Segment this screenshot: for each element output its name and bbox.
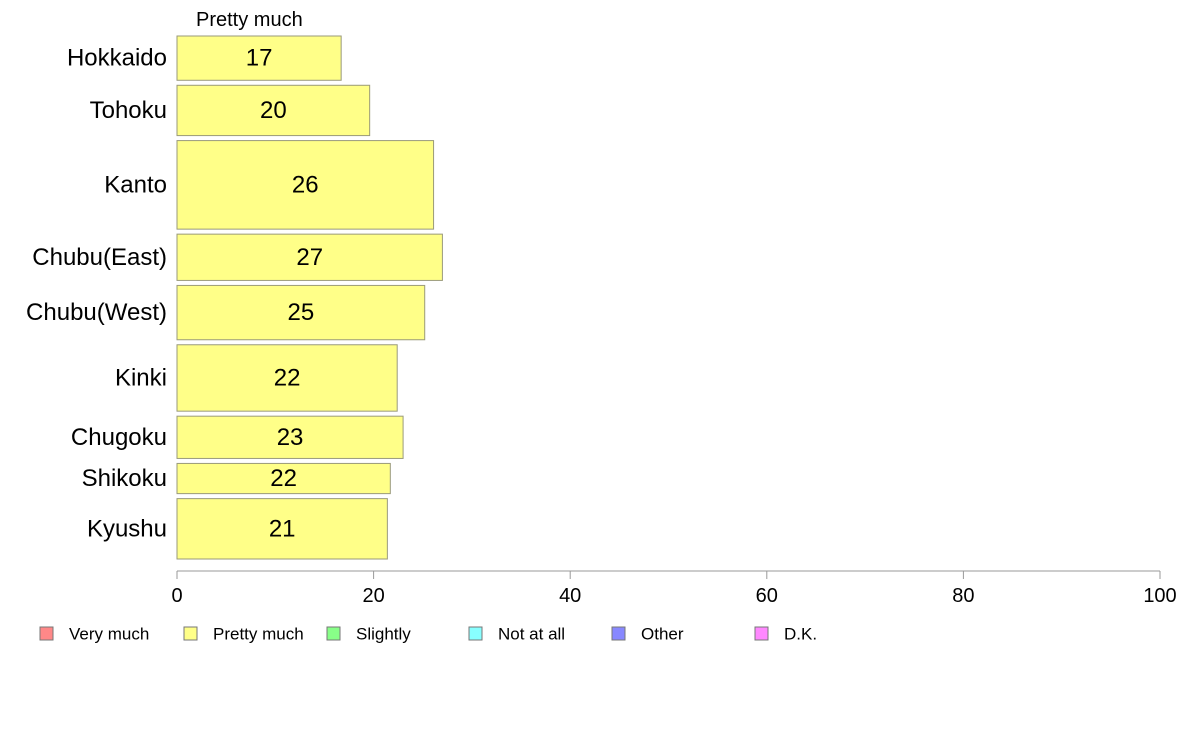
x-tick-label: 100 — [1143, 585, 1176, 607]
plot-area: Pretty much Hokkaido 17 Tohoku 20 Kanto 26 Chub… — [26, 9, 443, 560]
data-label: 21 — [269, 515, 296, 542]
bar-kyushu — [176, 498, 388, 560]
legend-swatch-pretty-much — [183, 626, 198, 641]
data-label: 27 — [296, 244, 323, 271]
bar-kinki — [176, 344, 398, 412]
bar-chugoku — [176, 415, 404, 459]
legend: Very much Pretty much Slightly Not at all Ot… — [39, 625, 817, 644]
legend-label: Very much — [69, 625, 149, 644]
data-label: 22 — [270, 465, 297, 492]
data-label: 25 — [288, 299, 315, 326]
legend-label: Pretty much — [213, 625, 304, 644]
bar-tohoku — [176, 84, 371, 137]
x-tick-label: 0 — [171, 585, 182, 607]
category-label: Kyushu — [87, 515, 167, 542]
category-label: Tohoku — [90, 97, 167, 124]
x-tick-label: 80 — [952, 585, 974, 607]
category-label: Chubu(West) — [26, 299, 167, 326]
category-label: Shikoku — [82, 465, 167, 492]
data-label: 26 — [292, 171, 319, 198]
x-tick-label: 60 — [756, 585, 778, 607]
bar-shikoku — [176, 462, 391, 495]
bar-kanto — [176, 140, 435, 230]
legend-swatch-very-much — [39, 626, 54, 641]
bar-chubu-east — [176, 233, 443, 281]
category-label: Chugoku — [71, 424, 167, 451]
series-heading: Pretty much — [196, 9, 303, 31]
bar-chubu-west — [176, 284, 426, 341]
category-label: Kanto — [104, 171, 167, 198]
data-label: 17 — [246, 45, 273, 72]
x-axis: 0 20 40 60 80 100 — [171, 570, 1177, 607]
x-tick-label: 20 — [362, 585, 384, 607]
bar-hokkaido — [176, 35, 342, 81]
legend-swatch-d-k — [754, 626, 769, 641]
data-label: 23 — [277, 424, 304, 451]
category-label: Hokkaido — [67, 45, 167, 72]
legend-swatch-other — [611, 626, 626, 641]
data-label: 22 — [274, 364, 301, 391]
legend-label: Slightly — [356, 625, 411, 644]
legend-label: Not at all — [498, 625, 565, 644]
legend-swatch-slightly — [326, 626, 341, 641]
legend-label: Other — [641, 625, 684, 644]
x-tick-label: 40 — [559, 585, 581, 607]
category-label: Chubu(East) — [32, 244, 167, 271]
legend-label: D.K. — [784, 625, 817, 644]
legend-swatch-not-at-all — [468, 626, 483, 641]
category-label: Kinki — [115, 364, 167, 391]
data-label: 20 — [260, 97, 287, 124]
